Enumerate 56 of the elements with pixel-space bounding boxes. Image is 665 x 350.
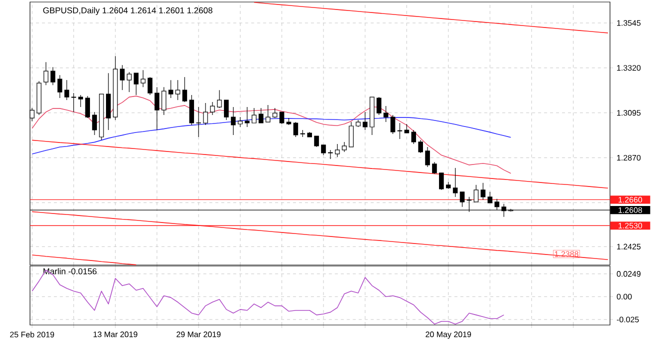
candlestick bbox=[321, 144, 326, 156]
candlestick bbox=[238, 116, 243, 128]
candlestick bbox=[244, 106, 250, 128]
candlestick bbox=[189, 94, 194, 126]
candlestick bbox=[230, 106, 236, 136]
candlestick bbox=[203, 102, 208, 126]
candlestick bbox=[134, 72, 139, 96]
text: GBPUSD,Daily 1.2604 1.2614 1.2601 1.2608 bbox=[43, 7, 212, 16]
candlestick bbox=[50, 66, 56, 86]
candlestick bbox=[78, 94, 84, 108]
candlestick bbox=[272, 108, 278, 118]
candlestick bbox=[342, 142, 347, 152]
candlestick bbox=[196, 106, 201, 138]
candlestick bbox=[162, 86, 166, 116]
candlestick bbox=[175, 80, 180, 100]
candlestick bbox=[384, 106, 388, 122]
candlestick bbox=[439, 172, 444, 190]
candlestick bbox=[334, 144, 340, 158]
candlestick bbox=[397, 122, 402, 140]
candlestick bbox=[411, 130, 416, 144]
candlestick bbox=[460, 192, 465, 208]
candlestick bbox=[92, 112, 97, 136]
candlestick bbox=[266, 104, 270, 122]
candlestick bbox=[348, 122, 354, 148]
candlestick bbox=[425, 146, 430, 168]
candlestick bbox=[126, 72, 132, 92]
candlestick bbox=[168, 80, 174, 98]
chart-title: Marlin -0.0156 bbox=[43, 268, 97, 274]
candlestick bbox=[418, 140, 423, 154]
candlestick bbox=[210, 102, 215, 116]
candlestick bbox=[488, 192, 492, 204]
candlestick bbox=[376, 96, 382, 116]
candlestick bbox=[85, 96, 90, 118]
candlestick bbox=[432, 162, 437, 174]
candlestick bbox=[279, 112, 284, 124]
candlestick bbox=[154, 86, 160, 130]
candlestick bbox=[106, 72, 111, 130]
candlestick bbox=[182, 76, 188, 102]
candlestick bbox=[120, 64, 125, 90]
candlestick bbox=[452, 168, 458, 198]
candlestick bbox=[258, 108, 264, 124]
candlestick bbox=[57, 74, 62, 98]
candlestick bbox=[140, 70, 146, 88]
candlestick bbox=[390, 114, 396, 134]
candlestick bbox=[64, 80, 70, 100]
candlestick bbox=[480, 182, 486, 200]
candlestick bbox=[224, 100, 229, 120]
candlestick bbox=[148, 76, 152, 96]
candlestick bbox=[217, 90, 222, 108]
candlestick bbox=[71, 92, 76, 112]
candlestick bbox=[252, 108, 256, 124]
candlestick bbox=[362, 112, 368, 130]
candlestick bbox=[44, 62, 48, 86]
candlestick bbox=[474, 184, 478, 202]
candlestick bbox=[293, 122, 298, 138]
candlestick bbox=[314, 136, 319, 148]
